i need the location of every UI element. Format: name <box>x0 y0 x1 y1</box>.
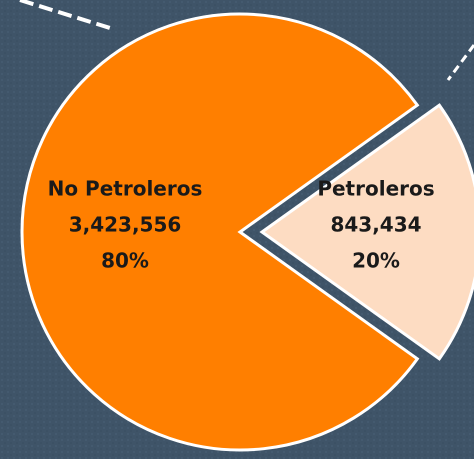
connector-line <box>19 0 111 30</box>
slice-percent: 20% <box>352 249 400 273</box>
pie-slice <box>259 103 474 361</box>
slice-percent: 80% <box>101 249 149 273</box>
slice-value: 843,434 <box>330 213 421 237</box>
slice-label: No Petroleros <box>48 177 203 201</box>
pie-slice <box>20 12 420 452</box>
slice-label: Petroleros <box>317 177 434 201</box>
connector-line <box>446 44 474 81</box>
pie <box>20 12 474 452</box>
slice-value: 3,423,556 <box>69 213 182 237</box>
